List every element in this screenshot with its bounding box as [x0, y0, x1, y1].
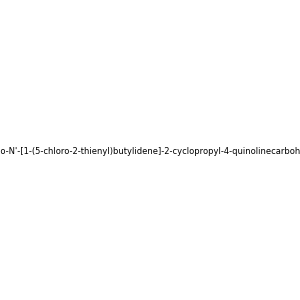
Text: 6-bromo-N'-[1-(5-chloro-2-thienyl)butylidene]-2-cyclopropyl-4-quinolinecarbohydr: 6-bromo-N'-[1-(5-chloro-2-thienyl)butyli…	[0, 147, 300, 156]
